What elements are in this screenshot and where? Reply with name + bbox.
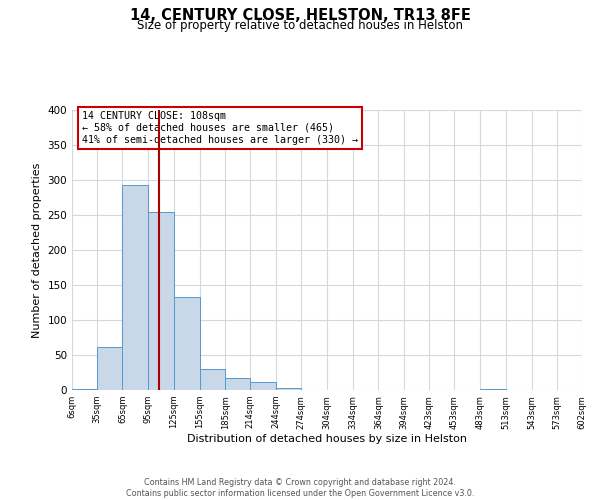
Text: Contains HM Land Registry data © Crown copyright and database right 2024.
Contai: Contains HM Land Registry data © Crown c…: [126, 478, 474, 498]
Bar: [122, 185, 148, 390]
Bar: [275, 388, 301, 390]
Y-axis label: Number of detached properties: Number of detached properties: [32, 162, 42, 338]
Bar: [97, 346, 122, 390]
Bar: [72, 388, 97, 390]
Text: Size of property relative to detached houses in Helston: Size of property relative to detached ho…: [137, 18, 463, 32]
Bar: [174, 297, 199, 390]
Text: 14, CENTURY CLOSE, HELSTON, TR13 8FE: 14, CENTURY CLOSE, HELSTON, TR13 8FE: [130, 8, 470, 22]
Bar: [148, 212, 174, 390]
Bar: [225, 378, 250, 390]
Bar: [199, 369, 225, 390]
X-axis label: Distribution of detached houses by size in Helston: Distribution of detached houses by size …: [187, 434, 467, 444]
Text: 14 CENTURY CLOSE: 108sqm
← 58% of detached houses are smaller (465)
41% of semi-: 14 CENTURY CLOSE: 108sqm ← 58% of detach…: [82, 112, 358, 144]
Bar: [250, 382, 275, 390]
